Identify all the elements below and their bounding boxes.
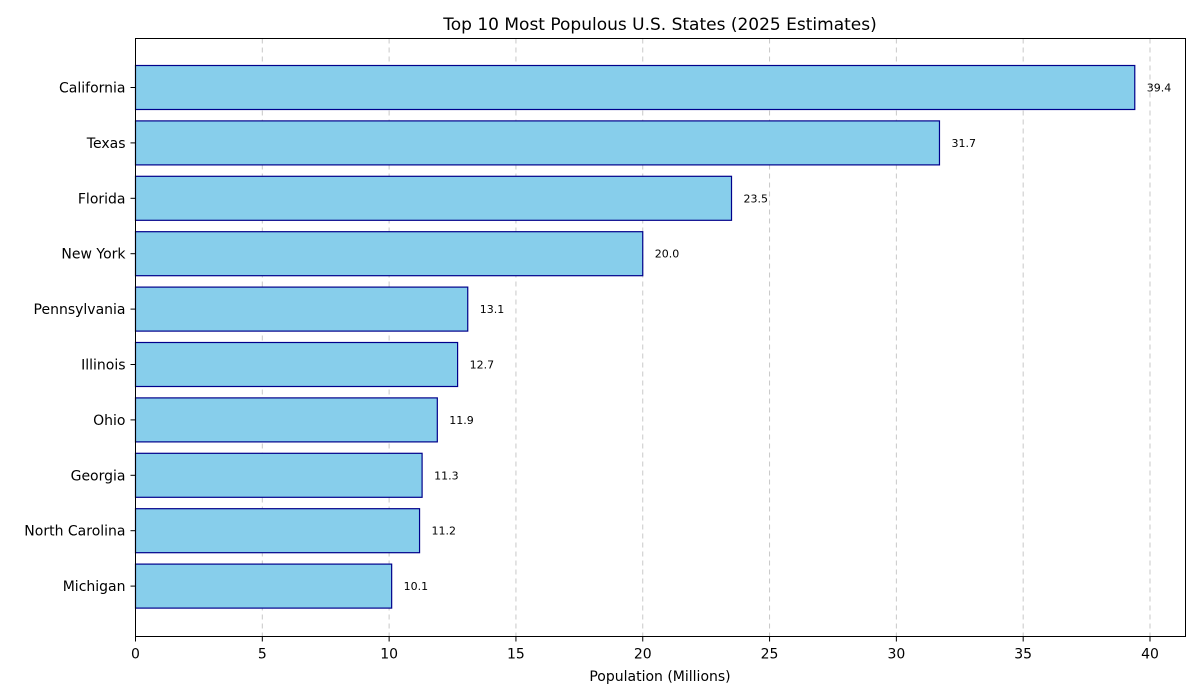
category-axis: California Texas Florida New York Pennsylvan… [24,81,136,595]
data-label: 12.7 [470,359,495,372]
bar-california [134,64,1136,111]
bar-new-york [134,231,644,277]
data-labels: 39.4 31.7 23.5 20.0 13.1 12.7 11.9 11.3 11.2 10.1 [404,82,1172,594]
bar-michigan [134,563,393,609]
bar-pennsylvania [134,286,469,332]
data-label: 10.1 [404,580,429,593]
category-label: Florida [78,191,126,207]
category-label: Ohio [93,413,125,429]
chart-title: Top 10 Most Populous U.S. States (2025 E… [442,15,876,35]
x-tick-label: 15 [507,647,525,663]
data-label: 11.2 [432,525,457,538]
bar-north-carolina [134,508,421,554]
category-label: Texas [86,136,126,152]
bar-florida [134,175,733,221]
value-axis: 0 5 10 15 20 25 30 35 40 [131,636,1159,663]
x-tick-label: 30 [887,647,905,663]
x-axis-label: Population (Millions) [589,669,730,685]
bars [134,64,1136,609]
category-label: Georgia [71,468,126,484]
data-label: 31.7 [951,137,976,150]
data-label: 20.0 [655,248,680,261]
bar-illinois [134,341,459,388]
bar-ohio [134,397,438,443]
x-tick-label: 20 [634,647,652,663]
category-label: Pennsylvania [34,302,126,318]
data-label: 23.5 [744,192,769,205]
data-label: 13.1 [480,303,505,316]
data-label: 11.3 [434,469,459,482]
x-tick-label: 0 [131,647,140,663]
bar-georgia [134,452,423,498]
data-label: 39.4 [1147,82,1172,95]
bar-texas [134,120,941,166]
x-tick-label: 40 [1141,647,1159,663]
category-label: New York [61,247,126,263]
x-tick-label: 35 [1014,647,1032,663]
x-tick-label: 5 [258,647,267,663]
plot-frame [135,38,1186,637]
category-label: Illinois [81,358,125,374]
category-label: California [59,81,125,97]
category-label: Michigan [63,579,126,595]
category-label: North Carolina [24,524,125,540]
x-tick-label: 25 [761,647,779,663]
x-tick-label: 10 [380,647,398,663]
data-label: 11.9 [449,414,474,427]
